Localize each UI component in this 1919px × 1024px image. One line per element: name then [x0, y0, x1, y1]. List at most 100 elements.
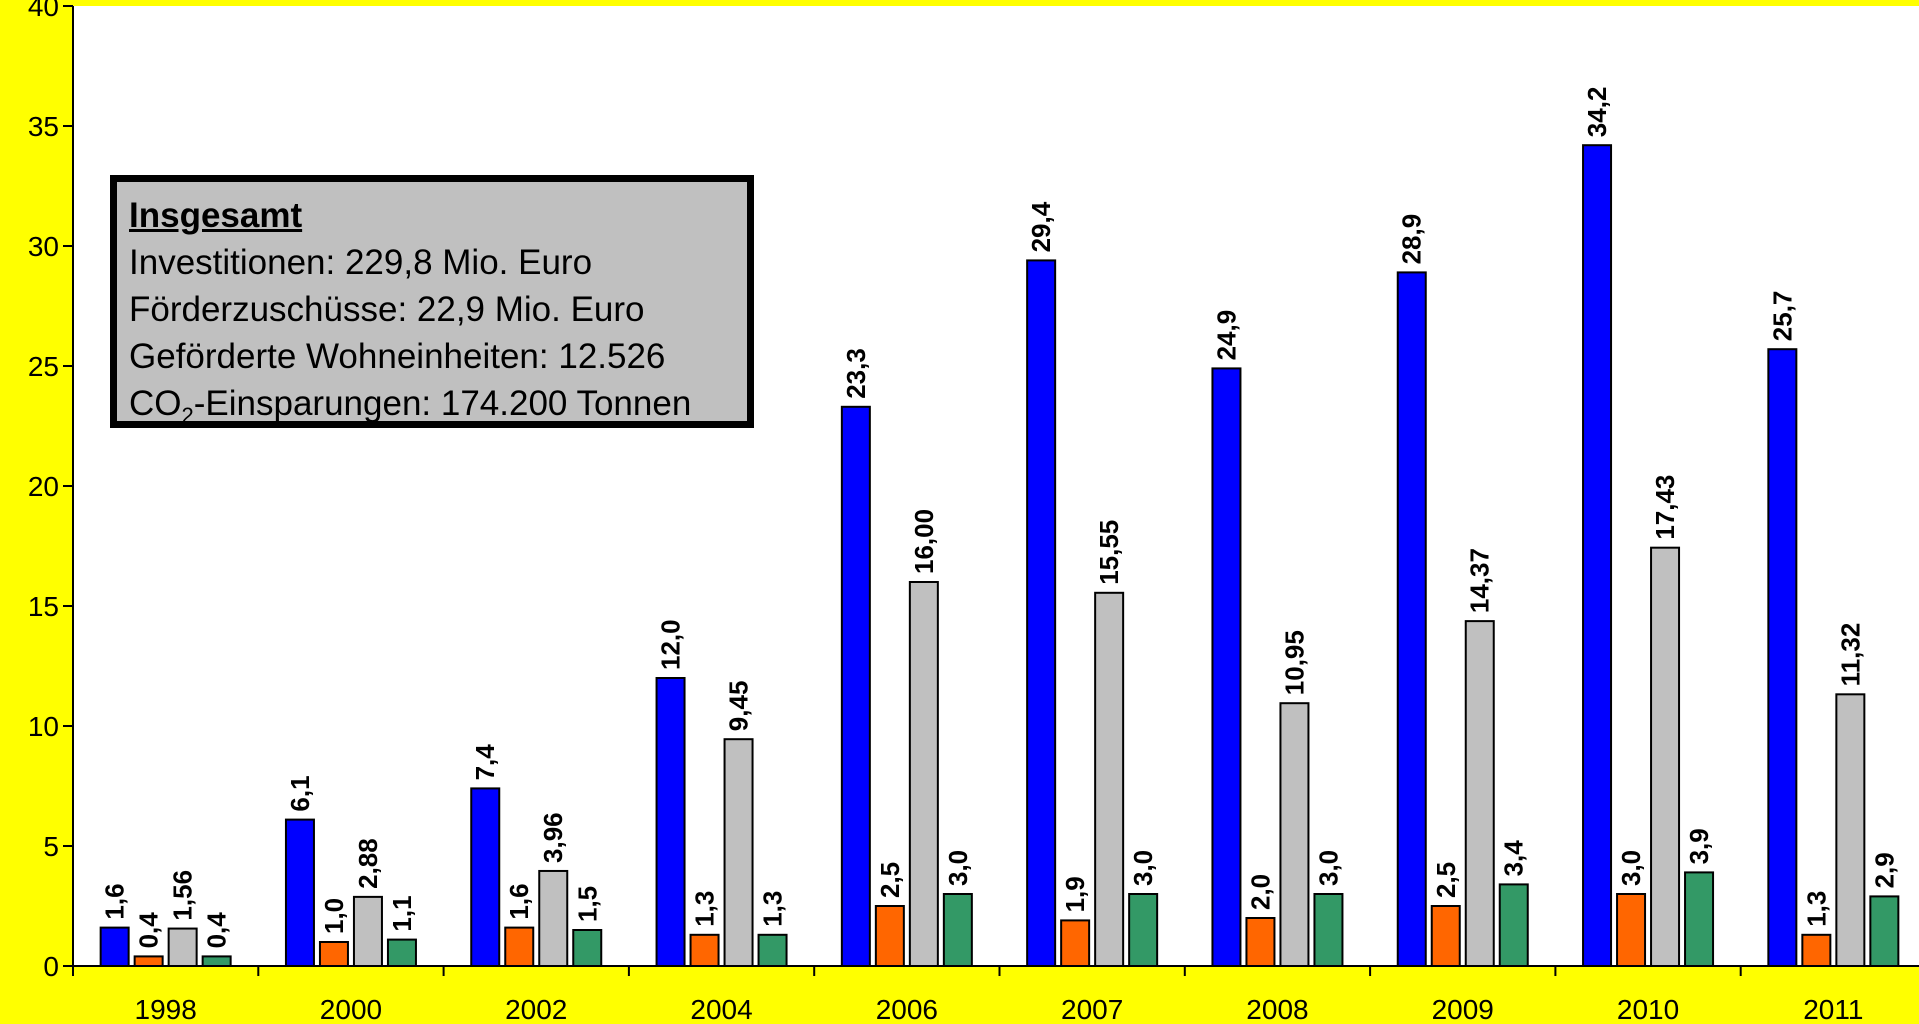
y-tick-label: 5	[43, 831, 59, 862]
summary-investitionen: Investitionen: 229,8 Mio. Euro	[129, 243, 593, 282]
summary-co2-suffix: -Einsparungen: 174.200 Tonnen	[193, 384, 692, 423]
x-category-label: 2008	[1246, 994, 1308, 1024]
bar	[133, 955, 164, 968]
data-label: 2,5	[1431, 862, 1461, 898]
data-label: 1,3	[1801, 891, 1831, 927]
bar	[1396, 271, 1427, 967]
data-label: 15,55	[1094, 520, 1124, 585]
data-label: 3,9	[1684, 828, 1714, 864]
bar	[1464, 620, 1495, 967]
data-label: 0,4	[134, 912, 164, 949]
bar	[318, 941, 349, 967]
bar	[723, 738, 754, 968]
bar	[908, 581, 939, 967]
bar	[538, 869, 569, 968]
data-label: 2,9	[1869, 852, 1899, 888]
data-label: 3,0	[943, 850, 973, 886]
data-label: 2,88	[353, 838, 383, 889]
plot-area	[73, 6, 1919, 966]
data-label: 1,3	[758, 891, 788, 927]
bar	[1498, 883, 1529, 968]
x-category-label: 2000	[320, 994, 382, 1024]
y-tick-label: 10	[28, 711, 59, 742]
data-label: 1,3	[690, 891, 720, 927]
bar	[470, 787, 501, 968]
bar	[352, 895, 383, 968]
data-label: 9,45	[724, 681, 754, 732]
y-tick-label: 40	[28, 0, 59, 22]
y-axis-ticks: 0 5 10 15 20 25 30 35 40	[28, 0, 73, 982]
bar	[386, 938, 417, 967]
data-label: 1,9	[1060, 876, 1090, 912]
x-category-label: 2010	[1617, 994, 1679, 1024]
bar	[1616, 893, 1647, 967]
data-label: 1,0	[319, 898, 349, 934]
bar	[1245, 917, 1276, 967]
data-label: 28,9	[1397, 214, 1427, 265]
data-label: 3,0	[1616, 850, 1646, 886]
bar	[284, 818, 315, 967]
data-label: 3,96	[538, 812, 568, 863]
data-label: 3,0	[1128, 850, 1158, 886]
y-tick-label: 25	[28, 351, 59, 382]
summary-co2-subscript: 2	[181, 403, 194, 428]
data-label: 29,4	[1026, 201, 1056, 252]
data-label: 16,00	[909, 509, 939, 574]
x-category-label: 2006	[876, 994, 938, 1024]
y-tick-label: 0	[43, 951, 59, 982]
data-label: 7,4	[470, 744, 500, 781]
x-category-label: 2002	[505, 994, 567, 1024]
bar	[689, 933, 720, 967]
bar	[1582, 144, 1613, 967]
bar	[201, 955, 232, 968]
data-label: 17,43	[1650, 475, 1680, 540]
data-label: 12,0	[656, 619, 686, 670]
y-tick-label: 35	[28, 111, 59, 142]
bar	[1060, 919, 1091, 968]
x-category-label: 2011	[1803, 994, 1863, 1024]
x-category-label: 2009	[1432, 994, 1494, 1024]
data-label: 1,6	[504, 883, 534, 919]
y-tick-label: 15	[28, 591, 59, 622]
bar	[1869, 895, 1900, 968]
data-label: 0,4	[202, 912, 232, 949]
summary-title: Insgesamt	[129, 196, 303, 235]
bar	[167, 927, 198, 967]
data-label: 1,1	[387, 895, 417, 931]
summary-wohneinheiten: Geförderte Wohneinheiten: 12.526	[129, 337, 666, 376]
bar	[1211, 367, 1242, 967]
bar	[99, 926, 130, 967]
bar	[757, 933, 788, 967]
bar	[1279, 702, 1310, 967]
y-tick-label: 30	[28, 231, 59, 262]
bar	[1094, 591, 1125, 967]
bar	[1026, 259, 1057, 967]
bar	[1650, 546, 1681, 967]
bar	[1430, 905, 1461, 967]
bar	[1767, 348, 1798, 967]
data-label: 24,9	[1211, 310, 1241, 361]
summary-co2: CO2-Einsparungen: 174.200 Tonnen	[129, 380, 735, 427]
y-tick-label: 20	[28, 471, 59, 502]
data-label: 2,0	[1245, 874, 1275, 910]
bar	[1684, 871, 1715, 968]
data-label: 34,2	[1582, 87, 1612, 138]
data-label: 3,4	[1499, 840, 1529, 877]
summary-foerderzuschuesse: Förderzuschüsse: 22,9 Mio. Euro	[129, 290, 645, 329]
data-label: 6,1	[285, 775, 315, 811]
data-label: 10,95	[1279, 630, 1309, 695]
data-label: 2,5	[875, 862, 905, 898]
bar	[1128, 893, 1159, 967]
data-labels: 1,60,41,560,46,11,02,881,17,41,63,961,51…	[100, 87, 1900, 949]
bar	[655, 677, 686, 967]
data-label: 25,7	[1767, 291, 1797, 342]
data-label: 11,32	[1835, 623, 1865, 687]
bar	[1313, 893, 1344, 967]
data-label: 1,6	[100, 883, 130, 919]
data-label: 23,3	[841, 348, 871, 399]
summary-box: Insgesamt Investitionen: 229,8 Mio. Euro…	[110, 175, 754, 428]
x-category-label: 2004	[690, 994, 752, 1024]
data-label: 14,37	[1465, 548, 1495, 613]
x-category-label: 1998	[135, 994, 197, 1024]
data-label: 3,0	[1313, 850, 1343, 886]
